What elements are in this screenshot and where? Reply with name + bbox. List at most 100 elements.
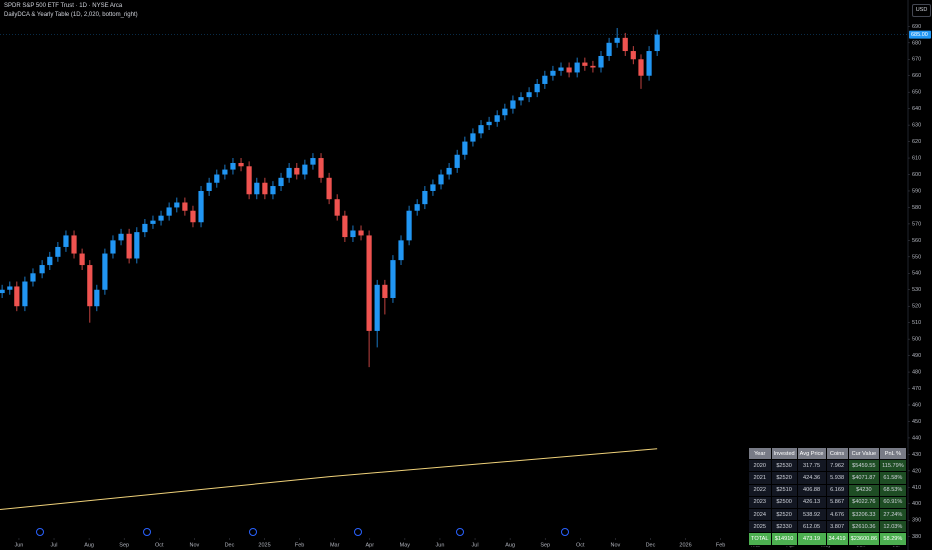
candle-body — [406, 210, 412, 241]
table-cell: 317.75 — [796, 459, 827, 473]
candle-body — [190, 210, 196, 223]
candle-body — [622, 37, 628, 52]
candle-body — [262, 182, 268, 195]
candle-body — [582, 62, 588, 66]
table-cell: 34.419 — [825, 532, 849, 546]
table-cell: $2530 — [770, 459, 798, 473]
event-marker[interactable] — [249, 528, 257, 536]
candle-body — [382, 284, 388, 298]
dividend-markers — [36, 528, 569, 536]
event-marker[interactable] — [561, 528, 569, 536]
table-cell: 27.24% — [879, 507, 907, 522]
event-marker[interactable] — [143, 528, 151, 536]
table-cell: 426.13 — [796, 495, 827, 509]
table-cell: $2520 — [770, 507, 798, 522]
y-tick-label: 440 — [912, 435, 921, 441]
header-cell: Invested — [770, 446, 798, 461]
candle-body — [134, 232, 140, 259]
candle-body — [342, 215, 348, 238]
y-tick-label: 410 — [912, 485, 921, 491]
candle-body — [14, 286, 20, 307]
y-tick-label: 690 — [912, 24, 921, 30]
table-cell: 12.03% — [879, 520, 907, 534]
event-marker[interactable] — [36, 528, 44, 536]
y-tick-label: 510 — [912, 320, 921, 326]
y-tick-label: 680 — [912, 40, 921, 46]
candle-body — [494, 115, 500, 122]
candle-body — [374, 284, 380, 331]
x-tick-label: Mar — [751, 542, 761, 548]
table-cell: 7.962 — [825, 459, 849, 473]
y-tick-label: 390 — [912, 518, 921, 524]
x-tick-label: 2026 — [679, 542, 691, 548]
table-cell: 61.58% — [879, 471, 907, 485]
candle-body — [286, 167, 292, 178]
x-tick-label: Nov — [611, 542, 621, 548]
event-marker[interactable] — [456, 528, 464, 536]
x-tick-label: Oct — [155, 542, 164, 548]
candle-body — [518, 97, 524, 101]
y-tick-label: 460 — [912, 402, 921, 408]
candle-body — [542, 75, 548, 84]
table-cell: 2025 — [748, 520, 772, 534]
candle-body — [174, 202, 180, 208]
currency-button[interactable]: USD — [912, 4, 931, 17]
y-tick-label: 470 — [912, 386, 921, 392]
candle-body — [574, 62, 580, 73]
candle-body — [454, 154, 460, 168]
candle-body — [478, 125, 484, 134]
table-cell: $2520 — [770, 471, 798, 485]
x-tick-label: Feb — [716, 542, 725, 548]
y-tick-label: 500 — [912, 337, 921, 343]
x-tick-label: Oct — [576, 542, 585, 548]
table-cell: 68.53% — [879, 483, 907, 497]
x-tick-label: Jun — [857, 542, 866, 548]
table-header-row: Year Invested Avg Price Coins Cur Value PnL % — [748, 446, 907, 461]
table-cell: 5.938 — [825, 471, 849, 485]
candle-body — [590, 65, 596, 68]
x-tick-label: May — [400, 542, 411, 548]
candle-body — [510, 100, 516, 109]
table-row: 2020 $2530 317.75 7.962 $5459.55 115.79% — [748, 459, 907, 473]
table-cell: $2330 — [770, 520, 798, 534]
candle-body — [230, 162, 236, 170]
header-cell: Year — [748, 446, 772, 461]
y-tick-label: 660 — [912, 73, 921, 79]
x-tick-label: Nov — [189, 542, 199, 548]
table-cell: 5.867 — [825, 495, 849, 509]
candle-body — [246, 166, 252, 195]
y-tick-label: 540 — [912, 271, 921, 277]
candle-body — [446, 167, 452, 175]
x-tick-label: Jul — [51, 542, 58, 548]
y-tick-label: 600 — [912, 172, 921, 178]
candle-body — [310, 158, 316, 165]
candle-body — [398, 240, 404, 261]
candle-body — [646, 51, 652, 76]
table-cell: 3.807 — [825, 520, 849, 534]
candle-body — [182, 202, 188, 211]
candle-body — [55, 246, 61, 257]
table-cell: 424.36 — [796, 471, 827, 485]
table-cell: 2023 — [748, 495, 772, 509]
y-tick-label: 570 — [912, 221, 921, 227]
dca-table: Year Invested Avg Price Coins Cur Value PnL %… — [748, 446, 907, 546]
candle-body — [326, 177, 332, 200]
candle-body — [222, 169, 228, 175]
table-cell: $2500 — [770, 495, 798, 509]
x-tick-label: Jun — [15, 542, 24, 548]
last-price-label: 685.00 — [911, 32, 928, 38]
candle-body — [270, 186, 276, 195]
candle-body — [470, 133, 476, 142]
candle-body — [534, 83, 540, 93]
average-line — [0, 448, 658, 511]
y-tick-label: 590 — [912, 188, 921, 194]
header-cell: PnL % — [879, 446, 907, 461]
event-marker[interactable] — [354, 528, 362, 536]
y-tick-label: 630 — [912, 123, 921, 129]
candle-body — [214, 174, 220, 183]
candle-body — [606, 42, 612, 56]
y-tick-label: 640 — [912, 106, 921, 112]
table-row: 2025 $2330 612.05 3.807 $2610.36 12.03% — [748, 520, 907, 534]
candle-body — [614, 37, 620, 43]
x-tick-label: 2025 — [258, 542, 270, 548]
